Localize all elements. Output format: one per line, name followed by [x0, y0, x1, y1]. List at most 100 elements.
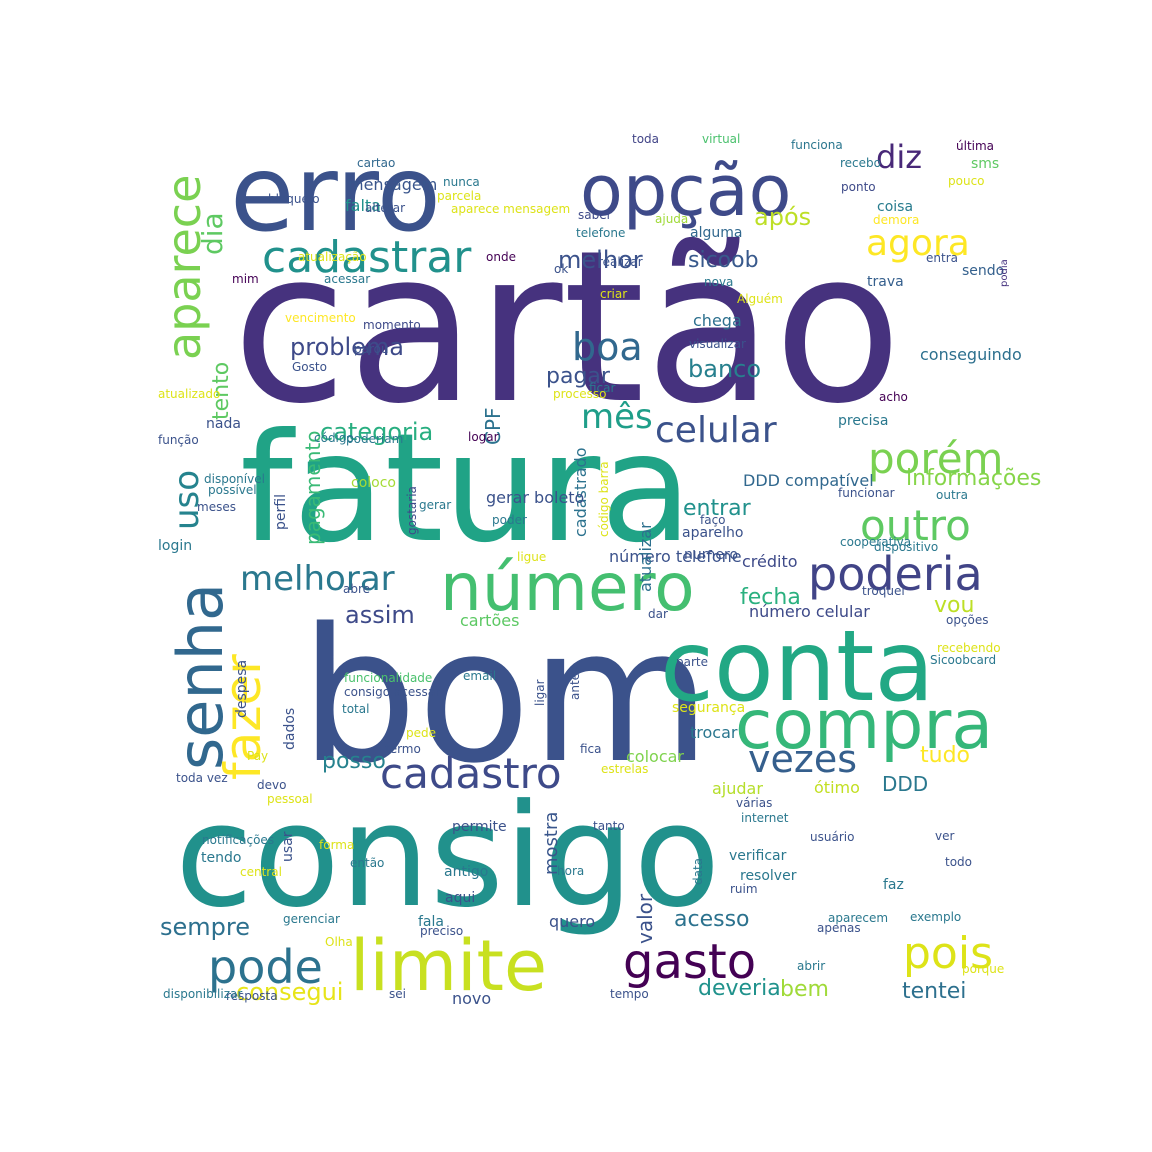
word-momento: momento: [363, 318, 421, 332]
word-fica: fica: [580, 742, 602, 756]
word-usuario: usuário: [810, 830, 854, 844]
word-pois: pois: [903, 928, 993, 979]
word-logar: logar: [468, 430, 499, 444]
word-novo: novo: [452, 989, 491, 1008]
word-todo: todo: [945, 855, 972, 869]
word-toda-vez: toda vez: [176, 771, 228, 785]
word-alterar: alterar: [365, 201, 405, 215]
word-pay: Pay: [247, 749, 268, 763]
word-gasto: gasto: [623, 934, 756, 990]
word-deveria: deveria: [698, 976, 781, 1001]
word-pagamento: pagamento: [301, 431, 325, 545]
word-problema: problema: [290, 333, 404, 361]
word-vezes: vezes: [748, 737, 857, 781]
word-agora: agora: [866, 223, 970, 264]
word-fatura: fatura: [240, 402, 692, 576]
word-preciso: preciso: [420, 924, 463, 938]
word-atualizacao: atualização: [298, 250, 367, 264]
word-credito: crédito: [742, 552, 798, 571]
word-demora: demora: [873, 213, 919, 227]
word-opcao: opção: [580, 150, 791, 232]
word-permite: permite: [452, 819, 507, 835]
word-bloqueio: bloqueio: [268, 192, 320, 206]
word-conseguindo: conseguindo: [920, 345, 1022, 364]
word-acesso: acesso: [674, 907, 750, 932]
word-possivel: possível: [208, 483, 257, 497]
word-acessar: acessar: [324, 272, 370, 286]
word-colocar: colocar: [626, 747, 684, 766]
word-funcionar: funcionar: [838, 486, 895, 500]
word-varias: várias: [736, 796, 772, 810]
word-virtual: virtual: [702, 132, 740, 146]
word-faco: faço: [700, 513, 726, 527]
word-assim: assim: [345, 601, 415, 629]
word-melhorar: melhorar: [240, 559, 395, 599]
word-pede: pede: [406, 726, 436, 740]
word-pode: pode: [208, 940, 323, 994]
word-dados: dados: [282, 708, 298, 750]
word-compra: compra: [735, 686, 993, 765]
word-consigo: consigo: [175, 774, 720, 939]
word-cooperativa: cooperativa: [840, 535, 911, 549]
word-informacoes: informações: [906, 466, 1041, 491]
word-categoria: categoria: [320, 418, 433, 446]
word-numero-celular: número celular: [749, 602, 870, 621]
word-poder: poder: [492, 513, 527, 527]
word-perfil: perfil: [273, 494, 289, 530]
word-realizar: realizar: [598, 255, 643, 269]
word-sms: sms: [971, 156, 999, 172]
word-uso: uso: [167, 470, 207, 530]
word-sendo: sendo: [962, 263, 1004, 279]
word-despesa: despesa: [234, 660, 250, 718]
word-criar: criar: [600, 287, 627, 301]
word-gerenciar: gerenciar: [283, 912, 340, 926]
word-otimo: ótimo: [814, 778, 860, 797]
word-outra: outra: [936, 488, 968, 502]
word-melhor: melhor: [558, 246, 643, 274]
word-tento: tento: [209, 362, 234, 420]
word-posso: posso: [322, 749, 386, 774]
word-total: total: [342, 702, 369, 716]
word-email: email: [463, 669, 496, 683]
word-sicoob: sicoob: [688, 248, 759, 273]
word-parte: parte: [676, 655, 708, 669]
word-internet: internet: [741, 811, 789, 825]
word-ddd-compativel: DDD compatível: [743, 471, 874, 490]
word-boa: boa: [572, 325, 643, 369]
word-fazer: fazer: [214, 654, 272, 780]
word-coisa: coisa: [877, 199, 913, 215]
word-trocar: trocar: [690, 723, 738, 742]
word-ajudar: ajudar: [712, 779, 763, 798]
word-seguranca: segurança: [672, 700, 745, 716]
word-cartao: cartao: [357, 156, 395, 170]
word-coloco: coloco: [351, 475, 396, 491]
word-banco: banco: [688, 355, 761, 383]
word-parou: parou: [354, 342, 389, 356]
word-vencimento: vencimento: [285, 311, 356, 325]
word-outro: outro: [860, 501, 971, 550]
word-numero: numero: [684, 547, 738, 563]
word-aparelho: aparelho: [682, 525, 743, 541]
word-cartao: cartão: [232, 205, 902, 450]
word-quero: quero: [549, 912, 595, 931]
word-olha: Olha: [325, 935, 353, 949]
word-sei: sei: [389, 987, 406, 1001]
word-podia: podia: [999, 259, 1010, 287]
word-disponibilizar: disponibilizar: [163, 987, 242, 1001]
word-dispositivo: dispositivo: [874, 540, 938, 554]
word-funcao: função: [158, 433, 199, 447]
word-alguma: alguma: [690, 225, 742, 241]
word-funcionalidade: funcionalidade: [344, 671, 432, 685]
word-ultima: última: [956, 139, 994, 153]
word-valor: valor: [633, 893, 657, 944]
word-meses: meses: [197, 500, 236, 514]
word-alguem: Alguém: [737, 292, 783, 306]
word-login: login: [158, 538, 192, 554]
word-cartoes: cartões: [460, 611, 519, 630]
word-visualizar: visualizar: [689, 337, 746, 351]
word-recebendo: recebendo: [937, 641, 1001, 655]
word-fecha: fecha: [740, 585, 801, 610]
word-mim: mim: [232, 272, 259, 286]
word-chega: chega: [693, 311, 742, 330]
